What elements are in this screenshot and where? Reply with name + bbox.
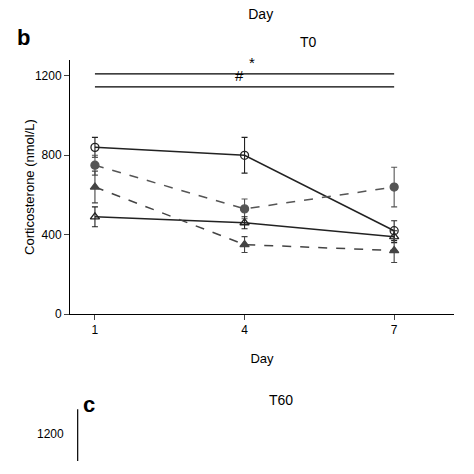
svg-text:4: 4 — [241, 323, 248, 337]
svg-text:1200: 1200 — [37, 427, 64, 441]
svg-text:0: 0 — [55, 307, 62, 321]
svg-text:800: 800 — [42, 148, 62, 162]
svg-text:7: 7 — [391, 323, 398, 337]
svg-text:#: # — [235, 67, 244, 84]
svg-text:Day: Day — [250, 351, 274, 366]
svg-text:1: 1 — [92, 323, 99, 337]
svg-text:Corticosterone (nmol/L): Corticosterone (nmol/L) — [22, 119, 37, 255]
svg-text:*: * — [249, 54, 255, 71]
svg-text:T0: T0 — [300, 34, 317, 50]
svg-text:400: 400 — [42, 228, 62, 242]
svg-text:c: c — [83, 392, 95, 417]
svg-text:b: b — [17, 25, 30, 50]
svg-text:T60: T60 — [269, 392, 293, 408]
svg-text:Day: Day — [248, 6, 273, 22]
svg-text:1200: 1200 — [35, 69, 62, 83]
